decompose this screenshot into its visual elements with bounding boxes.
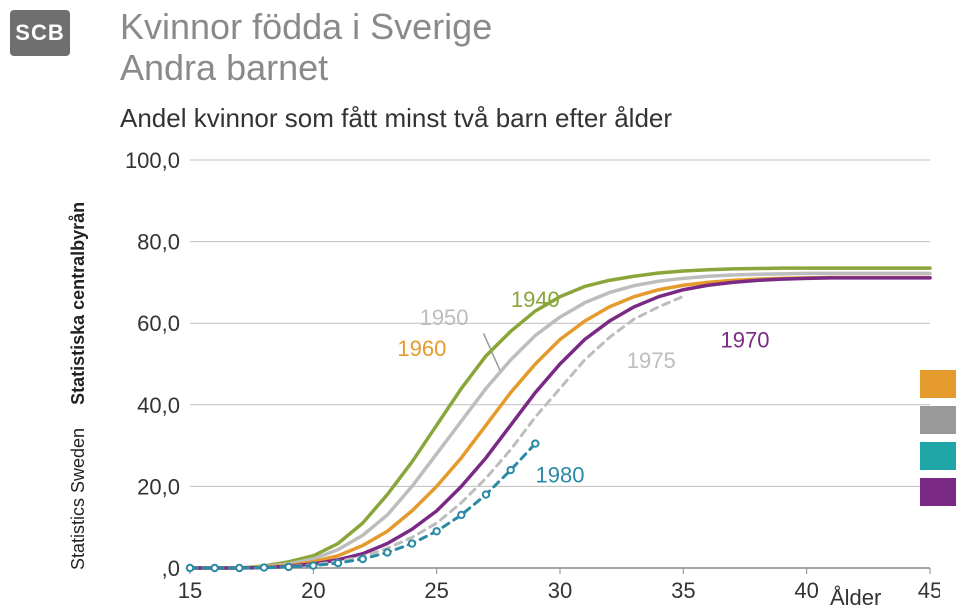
series-1940 (190, 268, 930, 568)
series-label: 1950 (420, 305, 469, 330)
series-1950 (190, 273, 930, 568)
x-axis-label: Ålder (830, 585, 881, 611)
x-tick-label: 20 (301, 578, 325, 603)
y-tick-label: 40,0 (137, 393, 180, 418)
x-tick-label: 45 (918, 578, 940, 603)
series-label: 1940 (511, 287, 560, 312)
series-label: 1960 (397, 336, 446, 361)
series-label: 1980 (536, 462, 585, 487)
y-tick-label: 20,0 (137, 474, 180, 499)
x-tick-label: 25 (424, 578, 448, 603)
palette-swatch (920, 478, 956, 506)
series-label: 1970 (721, 328, 770, 353)
x-tick-label: 40 (794, 578, 818, 603)
scb-logo: SCB (10, 10, 70, 56)
palette-swatch (920, 406, 956, 434)
palette-swatch (920, 442, 956, 470)
palette-swatches (920, 370, 956, 514)
y-tick-label: 80,0 (137, 230, 180, 255)
series-label: 1975 (627, 348, 676, 373)
brand-en: Statistics Sweden (68, 428, 88, 570)
subtitle: Andel kvinnor som fått minst två barn ef… (120, 103, 672, 134)
x-tick-label: 35 (671, 578, 695, 603)
series-1970 (190, 278, 930, 568)
title-line2: Andra barnet (120, 47, 672, 88)
scb-logo-text: SCB (15, 20, 64, 46)
x-tick-label: 15 (178, 578, 202, 603)
brand-sv: Statistiska centralbyrån (68, 202, 88, 405)
series-1960 (190, 278, 930, 568)
chart-container: ,020,040,060,080,0100,015202530354045194… (120, 150, 940, 613)
title-line1: Kvinnor födda i Sverige (120, 6, 672, 47)
title-block: Kvinnor födda i Sverige Andra barnet And… (120, 6, 672, 134)
y-tick-label: 100,0 (125, 150, 180, 173)
vertical-brand-text: Statistics Sweden Statistiska centralbyr… (68, 202, 89, 570)
x-tick-label: 30 (548, 578, 572, 603)
y-tick-label: 60,0 (137, 311, 180, 336)
chart-svg: ,020,040,060,080,0100,015202530354045194… (120, 150, 940, 608)
palette-swatch (920, 370, 956, 398)
